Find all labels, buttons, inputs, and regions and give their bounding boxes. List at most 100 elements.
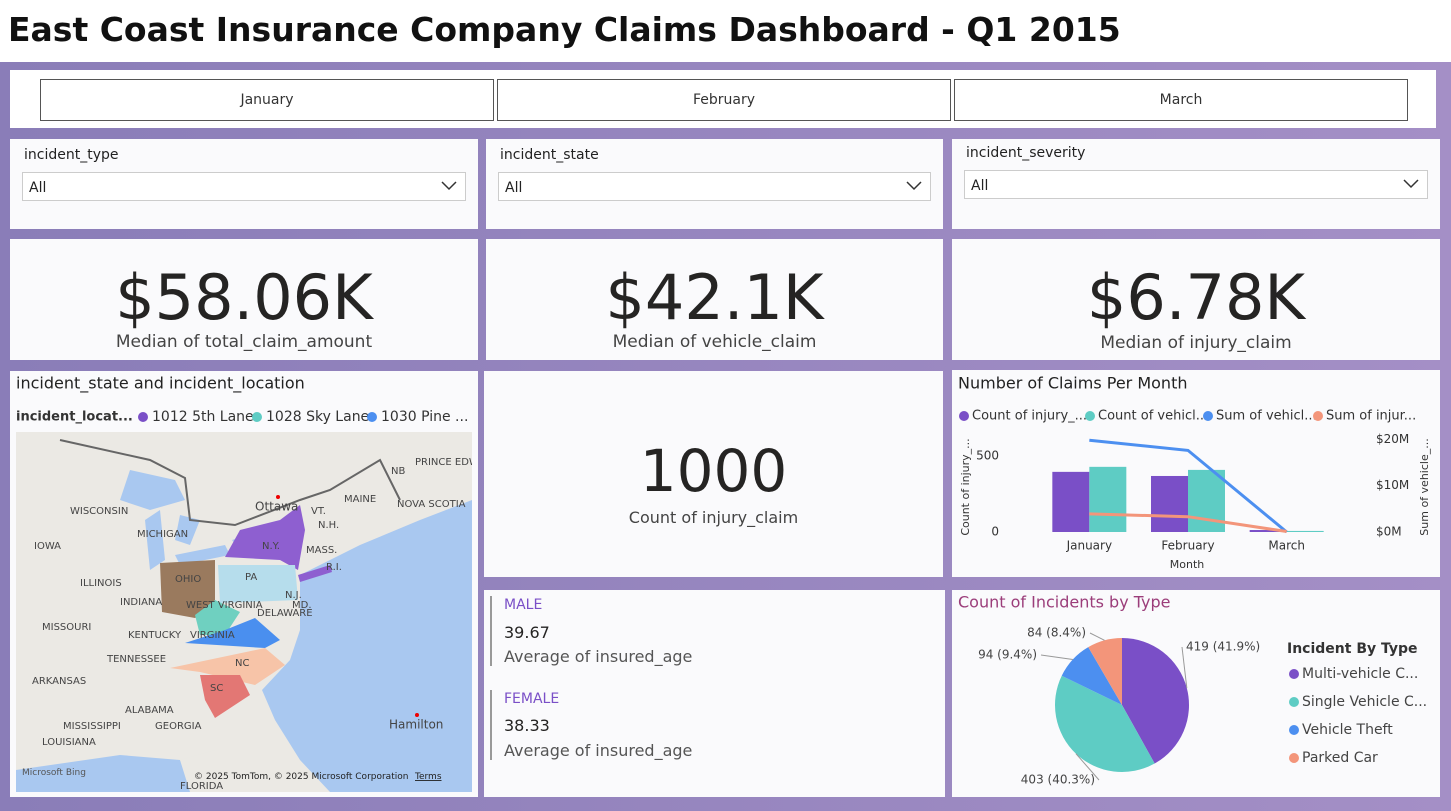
- bar: [1286, 530, 1324, 532]
- dropdown-value: All: [29, 180, 47, 196]
- map-label: MICHIGAN: [137, 529, 188, 540]
- dropdown[interactable]: All: [964, 170, 1428, 199]
- map-label: LOUISIANA: [42, 737, 96, 748]
- kpi-card: $58.06K Median of total_claim_amount: [10, 239, 478, 360]
- chart-title: Number of Claims Per Month: [958, 374, 1187, 393]
- y2-tick-label: $0M: [1376, 525, 1402, 539]
- divider: [490, 596, 492, 666]
- y-axis-title: Count of injury_...: [959, 438, 972, 535]
- card-label: Count of injury_claim: [628, 508, 799, 527]
- map-label: FLORIDA: [180, 781, 223, 792]
- map-label: Hamilton: [389, 718, 443, 732]
- legend-title: Incident By Type: [1287, 641, 1418, 657]
- kpi-card: $42.1K Median of vehicle_claim: [486, 239, 943, 360]
- dropdown-value: All: [971, 178, 989, 194]
- y2-tick-label: $10M: [1376, 478, 1409, 492]
- dropdown[interactable]: All: [22, 172, 466, 201]
- legend-dot: [252, 412, 262, 422]
- map-label: MD.: [292, 600, 312, 611]
- line: [1089, 512, 1287, 534]
- card-value: 1000: [639, 437, 788, 505]
- month-button[interactable]: March: [954, 79, 1408, 121]
- filter-label: incident_severity: [966, 145, 1086, 161]
- legend-label: 1012 5th Lane: [152, 409, 254, 425]
- y2-axis-title: Sum of vehicle_...: [1418, 438, 1431, 535]
- legend-label: Parked Car: [1302, 750, 1378, 766]
- filter: incident_severity All: [952, 139, 1440, 229]
- pie-slice: [1061, 647, 1122, 705]
- leader-line: [1040, 654, 1073, 660]
- map-label: PRINCE EDWARD ISLAND: [415, 457, 540, 468]
- legend-label: Sum of injur...: [1326, 409, 1416, 424]
- y-tick-label: 0: [991, 525, 999, 539]
- kpi-value: $6.78K: [1086, 261, 1306, 334]
- filter-label: incident_state: [500, 147, 599, 163]
- legend-dot: [959, 411, 969, 421]
- legend-label: Sum of vehicl...: [1216, 409, 1317, 424]
- pie-slice: [1088, 638, 1122, 705]
- x-tick-label: March: [1268, 539, 1305, 553]
- kpi-card: $6.78K Median of injury_claim: [952, 239, 1440, 360]
- filter: incident_state All: [486, 139, 943, 229]
- card-value: 39.67: [504, 623, 550, 642]
- map-terms: Terms: [414, 772, 442, 782]
- x-axis-title: Month: [1170, 558, 1205, 571]
- map-label: INDIANA: [120, 597, 162, 608]
- legend-dot: [1289, 697, 1299, 707]
- bar: [1089, 466, 1127, 532]
- legend-dot: [367, 412, 377, 422]
- chevron: [1403, 179, 1419, 189]
- legend-dot: [1085, 411, 1095, 421]
- map-label: NB: [391, 466, 405, 477]
- leader-line: [1075, 753, 1100, 781]
- filter: incident_type All: [10, 139, 478, 229]
- map-label: IOWA: [34, 541, 61, 552]
- kpi-label: Median of vehicle_claim: [612, 332, 817, 352]
- map-label: GEORGIA: [155, 721, 202, 732]
- map-brand: Microsoft Bing: [22, 768, 86, 778]
- map-label: TENNESSEE: [106, 654, 166, 665]
- map-label: R.I.: [326, 562, 342, 573]
- kpi-value: $42.1K: [605, 261, 824, 334]
- card-title: FEMALE: [504, 691, 560, 707]
- map-label: SC: [210, 683, 223, 694]
- legend-label: Multi-vehicle C...: [1302, 666, 1418, 682]
- map-label: KENTUCKY: [128, 630, 182, 641]
- month-button[interactable]: February: [497, 79, 951, 121]
- dropdown-value: All: [505, 180, 523, 196]
- map-label: Ottawa: [255, 500, 298, 514]
- chart-title: Count of Incidents by Type: [958, 593, 1171, 612]
- chevron: [441, 181, 457, 191]
- map-label: MISSOURI: [42, 622, 91, 633]
- kpi-label: Median of injury_claim: [1100, 333, 1292, 353]
- divider: [490, 690, 492, 760]
- card-label: Average of insured_age: [504, 741, 693, 760]
- map-label: WEST VIRGINIA: [186, 600, 263, 611]
- legend-dot: [1289, 753, 1299, 763]
- chart-panel: [952, 590, 1440, 797]
- map-label: NOVA SCOTIA: [397, 499, 466, 510]
- map-label: MASS.: [306, 545, 337, 556]
- dropdown[interactable]: All: [498, 172, 931, 201]
- panel-title: incident_state and incident_location: [16, 374, 305, 394]
- map-label: ILLINOIS: [80, 578, 122, 589]
- map-label: ARKANSAS: [32, 676, 86, 687]
- month-slicer: January February March: [10, 70, 1436, 128]
- pie-slice: [1122, 638, 1189, 764]
- map-label: OHIO: [175, 574, 201, 585]
- legend-dot: [138, 412, 148, 422]
- gender-panel: MALE 39.67 Average of insured_age FEMALE…: [484, 590, 945, 797]
- month-button[interactable]: January: [40, 79, 494, 121]
- y-tick-label: 500: [976, 448, 999, 462]
- card-title: MALE: [504, 597, 543, 613]
- legend-dot: [1289, 725, 1299, 735]
- map-label: WISCONSIN: [70, 506, 128, 517]
- data-label: 94 (9.4%): [978, 648, 1037, 662]
- title: East Coast Insurance Company Claims Dash…: [8, 10, 1121, 49]
- leader-line: [1181, 646, 1188, 689]
- legend-label: 1030 Pine ...: [381, 409, 468, 425]
- legend-dot: [1289, 669, 1299, 679]
